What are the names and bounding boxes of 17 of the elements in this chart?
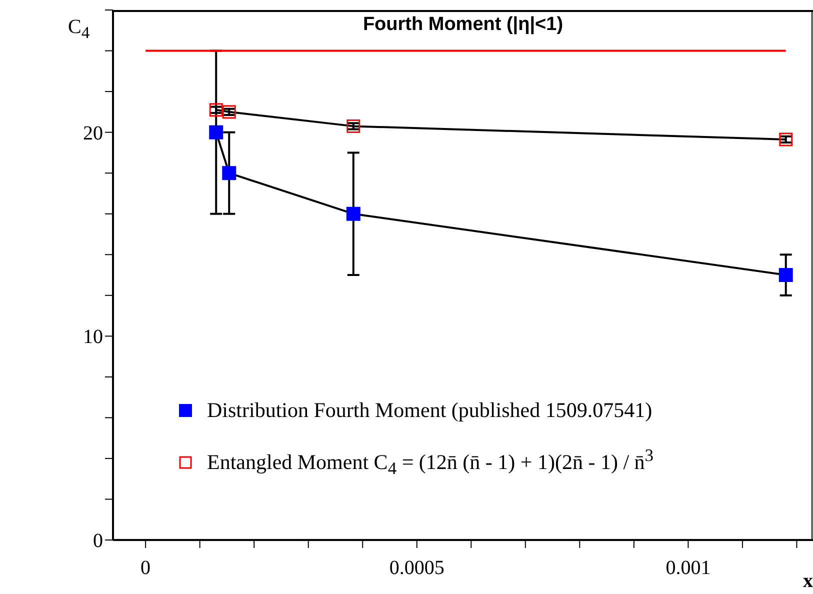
point xyxy=(779,132,793,146)
x-tick-label: 0 xyxy=(140,557,151,579)
y-tick-label: 10 xyxy=(83,326,103,348)
point xyxy=(209,125,224,140)
y-axis-title: C$_{4}$ xyxy=(68,16,90,43)
legend-label: Distribution Fourth Moment (published 1509.07541) xyxy=(207,398,652,423)
x-axis-title: x xyxy=(803,570,813,593)
chart-title: Fourth Moment (|η|<1) xyxy=(362,14,564,36)
point xyxy=(778,268,793,282)
x-tick-label: 0.0005 xyxy=(389,557,444,579)
y-tick-label: 0 xyxy=(93,530,103,552)
point xyxy=(346,119,360,133)
x-tick-label: 0.001 xyxy=(666,557,711,579)
point xyxy=(222,166,236,180)
legend-label: Entangled Moment C$_{4}$ = (12n̄ (n̄ - 1) + 1)(2n̄ - 1) / n̄$^{3}$ xyxy=(207,445,654,480)
point xyxy=(346,206,360,221)
y-tick-label: 20 xyxy=(83,122,103,144)
